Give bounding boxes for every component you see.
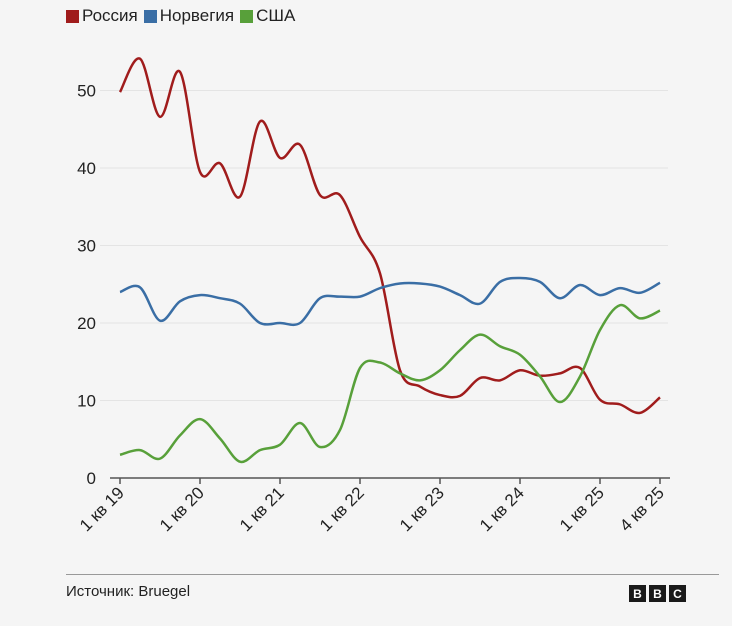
legend-label: США <box>256 6 296 25</box>
x-tick-label: 1 кв 20 <box>156 483 208 535</box>
series-line-Россия <box>118 57 661 415</box>
y-tick-label: 10 <box>77 392 96 411</box>
x-tick-label: 1 кв 21 <box>236 483 288 535</box>
footer-divider <box>66 574 719 575</box>
bbc-logo: B B C <box>629 585 686 602</box>
legend-label: Норвегия <box>159 6 235 25</box>
x-tick-label: 4 кв 25 <box>616 483 668 535</box>
logo-letter: B <box>629 585 646 602</box>
y-tick-label: 40 <box>77 159 96 178</box>
legend-swatch <box>143 9 157 23</box>
x-tick-label: 1 кв 24 <box>476 483 528 535</box>
series-line-Норвегия <box>119 276 661 327</box>
source-note: Источник: Bruegel <box>66 583 191 600</box>
legend-swatch <box>66 9 79 23</box>
y-tick-label: 20 <box>77 314 96 333</box>
x-tick-label: 1 кв 23 <box>396 483 448 535</box>
y-tick-label: 0 <box>87 469 96 488</box>
logo-letter: B <box>649 585 666 602</box>
legend-item-norway: Норвегия <box>143 6 235 26</box>
series-line-США <box>119 303 661 464</box>
legend-swatch <box>240 9 254 23</box>
logo-letter: C <box>669 585 686 602</box>
x-tick-label: 1 кв 19 <box>76 483 128 535</box>
legend-label: Россия <box>82 6 138 25</box>
y-tick-label: 50 <box>77 82 96 101</box>
y-tick-label: 30 <box>77 237 96 256</box>
legend: Россия Норвегия США <box>66 6 295 26</box>
x-tick-label: 1 кв 25 <box>556 483 608 535</box>
x-tick-label: 1 кв 22 <box>316 483 368 535</box>
legend-item-russia: Россия <box>66 6 138 26</box>
legend-item-usa: США <box>240 6 295 26</box>
